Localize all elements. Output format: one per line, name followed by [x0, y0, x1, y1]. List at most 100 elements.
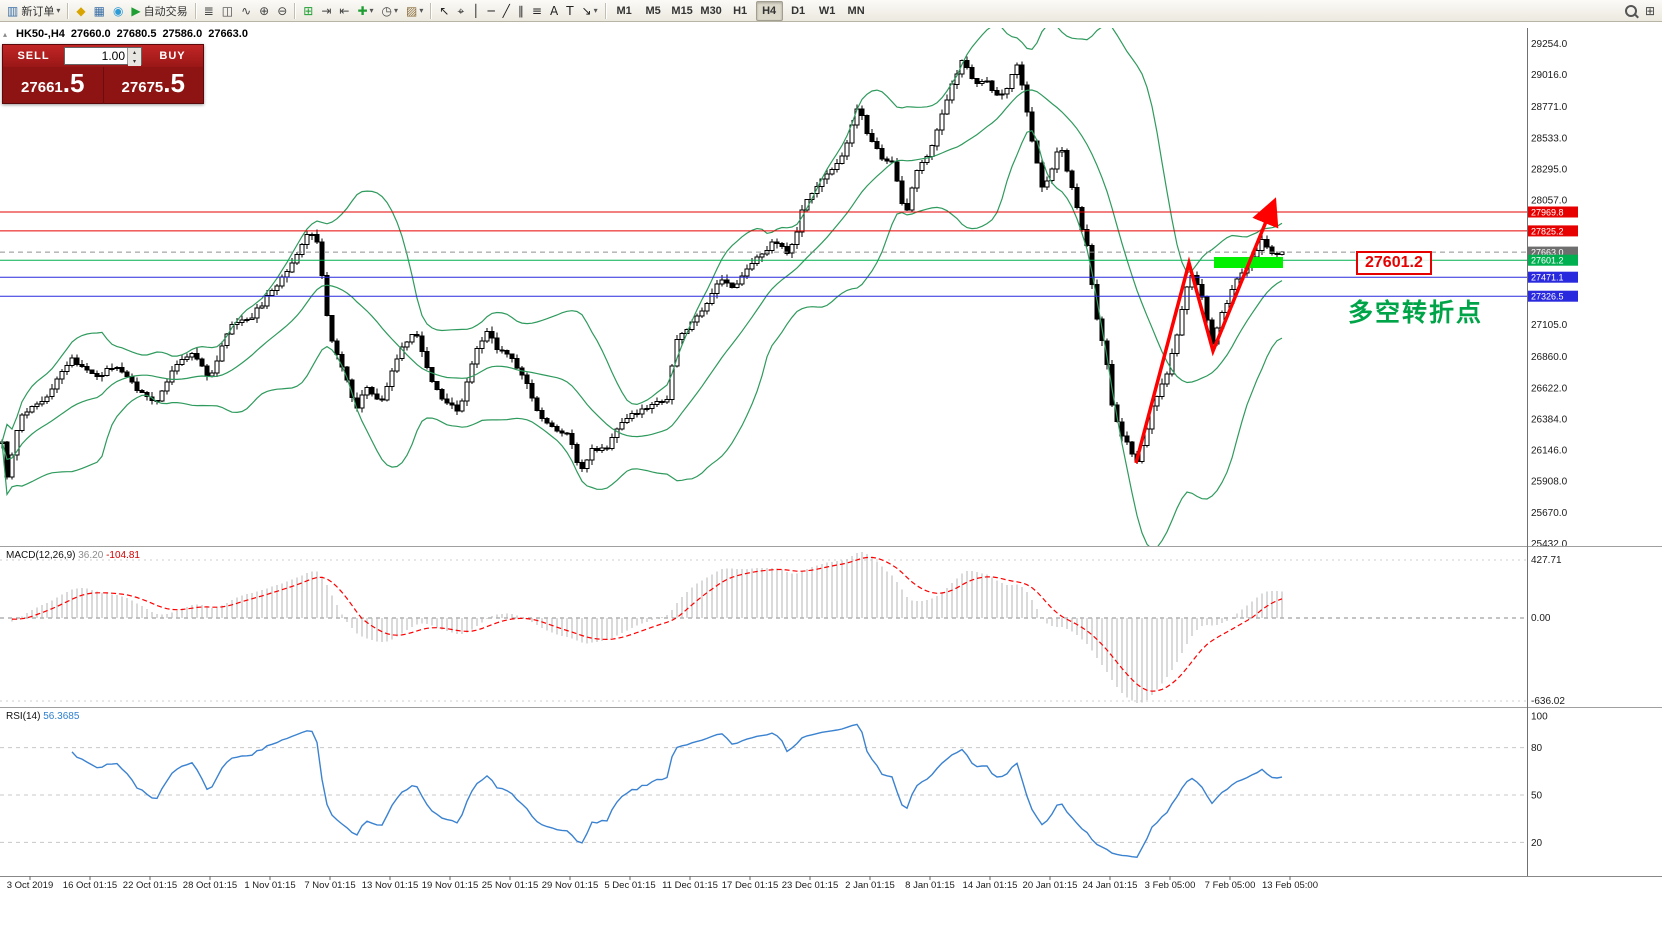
rsi-line — [71, 723, 1283, 858]
volume-decrease-button[interactable]: ▾ — [128, 57, 141, 66]
tile-windows-button[interactable]: ⊞ — [300, 2, 316, 20]
level-line-27969.8[interactable]: 27969.8 — [0, 206, 1578, 218]
timeframe-h4-button[interactable]: H4 — [755, 0, 783, 21]
svg-text:5 Dec 01:15: 5 Dec 01:15 — [604, 880, 655, 891]
macd-histogram — [11, 552, 1283, 703]
svg-text:1 Nov 01:15: 1 Nov 01:15 — [244, 880, 295, 891]
fibonacci-icon: ≡ — [531, 3, 542, 18]
svg-text:7 Nov 01:15: 7 Nov 01:15 — [304, 880, 355, 891]
line-chart-button[interactable]: ∿ — [238, 2, 254, 20]
arrows-button[interactable]: ↘ ▾ — [579, 2, 601, 20]
timeframe-w1-button[interactable]: W1 — [818, 4, 836, 17]
rsi-value: 56.3685 — [43, 711, 80, 722]
macd-signal-value: -104.81 — [106, 550, 140, 561]
trendline-button[interactable]: ╱ — [500, 2, 513, 20]
svg-text:29016.0: 29016.0 — [1531, 70, 1568, 81]
fibonacci-button[interactable]: ≡ — [529, 2, 545, 20]
sell-button[interactable]: SELL — [17, 50, 50, 62]
vertical-line-button[interactable]: │ — [469, 2, 482, 20]
text-icon: A — [549, 3, 559, 18]
line-chart-icon: ∿ — [241, 3, 252, 18]
sell-price-int: 27661 — [21, 79, 63, 96]
caret-down-icon: ▾ — [419, 6, 424, 15]
level-line-27471.1[interactable]: 27471.1 — [0, 271, 1578, 283]
autotrading-button-label: 自动交易 — [143, 5, 188, 18]
search-icon — [1624, 4, 1637, 17]
volume-increase-button[interactable]: ▴ — [128, 48, 141, 57]
volume-input[interactable] — [65, 48, 127, 64]
macd-name: MACD(12,26,9) — [6, 550, 76, 561]
templates-button[interactable]: ▨ ▾ — [403, 2, 426, 20]
level-line-27663.0[interactable]: 27663.0 — [0, 246, 1578, 258]
label-icon: T — [566, 3, 574, 18]
caret-down-icon: ▾ — [593, 6, 598, 15]
svg-text:25432.0: 25432.0 — [1531, 539, 1568, 550]
zoom-out-button[interactable]: ⊖ — [274, 2, 290, 20]
market-watch-button[interactable]: ▦ — [91, 2, 108, 20]
toolbar-separator — [67, 2, 70, 19]
navigator-button[interactable]: ◉ — [110, 2, 126, 20]
time-axis[interactable]: 3 Oct 2019 16 Oct 01:15 22 Oct 01:15 28 Oct… — [0, 876, 1662, 891]
level-line-27326.5[interactable]: 27326.5 — [0, 290, 1578, 302]
svg-text:22 Oct 01:15: 22 Oct 01:15 — [123, 880, 177, 891]
panel-separators[interactable] — [0, 28, 1662, 876]
bollinger-upper — [1, 28, 1283, 443]
timeframe-h1-button[interactable]: H1 — [733, 4, 748, 17]
svg-text:27105.0: 27105.0 — [1531, 320, 1568, 331]
timeframe-m5-button[interactable]: M5 — [645, 4, 661, 17]
timeframe-m1-button[interactable]: M1 — [616, 4, 632, 17]
chart-symbol-period: HK50-,H4 — [16, 28, 65, 40]
horizontal-line-icon: ─ — [487, 3, 495, 18]
price-axis[interactable]: 29254.0 29016.0 28771.0 28533.0 28295.0 28057… — [1531, 39, 1568, 849]
funds-button[interactable]: ◆ — [73, 2, 88, 20]
timeframe-d1-button[interactable]: D1 — [791, 4, 806, 17]
new-window-icon: ⊞ — [1644, 3, 1655, 18]
indicators-button[interactable]: ✚ ▾ — [354, 2, 376, 20]
search-button[interactable] — [1622, 2, 1640, 20]
zoom-in-button[interactable]: ⊕ — [256, 2, 272, 20]
chart-shift-button[interactable]: ⇤ — [336, 2, 352, 20]
svg-text:27471.1: 27471.1 — [1531, 273, 1564, 283]
candlestick-chart-button[interactable]: ◫ — [219, 2, 236, 20]
buy-button[interactable]: BUY — [159, 50, 186, 62]
svg-text:16 Oct 01:15: 16 Oct 01:15 — [63, 880, 117, 891]
crosshair-button[interactable]: ⌖ — [454, 2, 467, 20]
arrows-icon: ↘ — [581, 3, 592, 18]
label-button[interactable]: T — [563, 2, 576, 20]
buy-price-pips: .5 — [163, 68, 185, 98]
one-click-collapse-button[interactable]: ▴ — [3, 30, 8, 39]
timeframe-m15-button[interactable]: M15 — [671, 4, 693, 17]
new-window-button[interactable]: ⊞ — [1642, 2, 1658, 20]
periods-button[interactable]: ◷ ▾ — [379, 2, 402, 20]
channel-button[interactable]: ∥ — [515, 2, 527, 20]
macd-main-value: 36.20 — [78, 550, 104, 561]
sell-price-button[interactable]: 27661.5 — [3, 67, 104, 104]
bar-chart-button[interactable]: ≣ — [201, 2, 217, 20]
timeframe-m30-button[interactable]: M30 — [700, 4, 722, 17]
svg-text:0.00: 0.00 — [1531, 613, 1551, 624]
new-order-button-label: 新订单 — [21, 5, 55, 18]
autotrading-button[interactable]: ▶ 自动交易 — [128, 2, 190, 20]
turning-point-annotation: 多空转折点 — [1348, 299, 1484, 327]
caret-down-icon: ▾ — [56, 6, 61, 15]
horizontal-line-button[interactable]: ─ — [484, 2, 497, 20]
price-callout-label: 27601.2 — [1356, 251, 1432, 275]
text-button[interactable]: A — [547, 2, 561, 20]
zoom-out-icon: ⊖ — [277, 3, 288, 18]
timeframe-mn-button[interactable]: MN — [847, 4, 865, 17]
level-line-27601.2[interactable]: 27601.2 — [0, 254, 1578, 266]
svg-text:100: 100 — [1531, 712, 1548, 723]
periods-icon: ◷ — [381, 3, 392, 18]
buy-price-button[interactable]: 27675.5 — [104, 67, 204, 104]
toolbar: ▥ 新订单 ▾ ◆ ▦ ◉ ▶ 自动交易 ≣ ◫ ∿ ⊕ ⊖ ⊞ ⇥ ⇤ ✚ ▾ ◷ ▾ ▨ ▾ ↖ ⌖ │ ─ ╱ ∥ ≡ A T ↘ ▾ M1… — [0, 0, 1662, 22]
auto-scroll-button[interactable]: ⇥ — [318, 2, 334, 20]
cursor-button[interactable]: ↖ — [436, 2, 452, 20]
macd-label: MACD(12,26,9) 36.20 -104.81 — [6, 550, 140, 561]
svg-text:25 Nov 01:15: 25 Nov 01:15 — [482, 880, 539, 891]
new-order-button[interactable]: ▥ 新订单 ▾ — [4, 2, 63, 20]
svg-text:28771.0: 28771.0 — [1531, 102, 1568, 113]
level-line-27825.2[interactable]: 27825.2 — [0, 225, 1578, 237]
svg-text:8 Jan 01:15: 8 Jan 01:15 — [905, 880, 955, 891]
